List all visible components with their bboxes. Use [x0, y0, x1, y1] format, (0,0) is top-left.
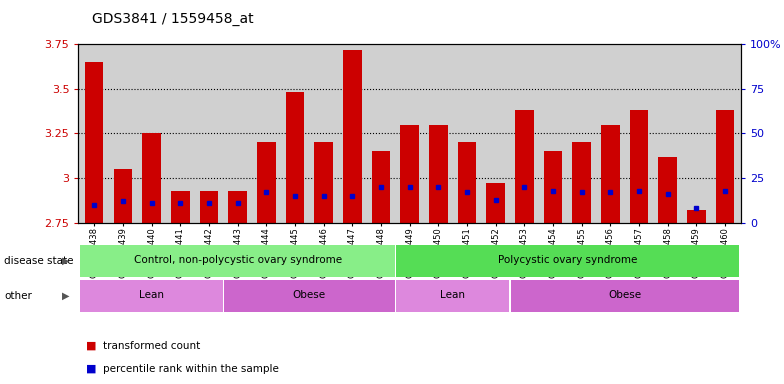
- Bar: [544, 151, 562, 223]
- Bar: [285, 93, 304, 223]
- Bar: [458, 142, 477, 223]
- Text: Lean: Lean: [139, 290, 164, 300]
- Bar: [510, 280, 739, 311]
- Bar: [81, 245, 394, 277]
- Bar: [257, 142, 275, 223]
- Bar: [630, 110, 648, 223]
- Text: transformed count: transformed count: [103, 341, 201, 351]
- Bar: [396, 245, 739, 277]
- Bar: [429, 124, 448, 223]
- Bar: [572, 142, 591, 223]
- Text: other: other: [4, 291, 32, 301]
- Text: ■: ■: [86, 341, 96, 351]
- Text: ▶: ▶: [61, 256, 69, 266]
- Text: ▶: ▶: [61, 291, 69, 301]
- Text: percentile rank within the sample: percentile rank within the sample: [103, 364, 279, 374]
- Bar: [601, 124, 619, 223]
- Bar: [314, 142, 333, 223]
- Bar: [142, 134, 161, 223]
- Bar: [486, 184, 505, 223]
- Bar: [228, 190, 247, 223]
- Text: ■: ■: [86, 364, 96, 374]
- Bar: [114, 169, 132, 223]
- Bar: [343, 50, 361, 223]
- Bar: [687, 210, 706, 223]
- Bar: [659, 157, 677, 223]
- Bar: [515, 110, 534, 223]
- Bar: [171, 190, 190, 223]
- Text: Obese: Obese: [608, 290, 641, 300]
- Text: Control, non-polycystic ovary syndrome: Control, non-polycystic ovary syndrome: [133, 255, 342, 265]
- Bar: [200, 190, 218, 223]
- Text: Polycystic ovary syndrome: Polycystic ovary syndrome: [498, 255, 637, 265]
- Bar: [401, 124, 419, 223]
- Bar: [716, 110, 735, 223]
- Bar: [85, 62, 103, 223]
- Bar: [81, 280, 223, 311]
- Text: Obese: Obese: [292, 290, 326, 300]
- Bar: [396, 280, 510, 311]
- Bar: [372, 151, 390, 223]
- Bar: [223, 280, 394, 311]
- Text: disease state: disease state: [4, 256, 74, 266]
- Text: Lean: Lean: [440, 290, 465, 300]
- Text: GDS3841 / 1559458_at: GDS3841 / 1559458_at: [92, 12, 253, 25]
